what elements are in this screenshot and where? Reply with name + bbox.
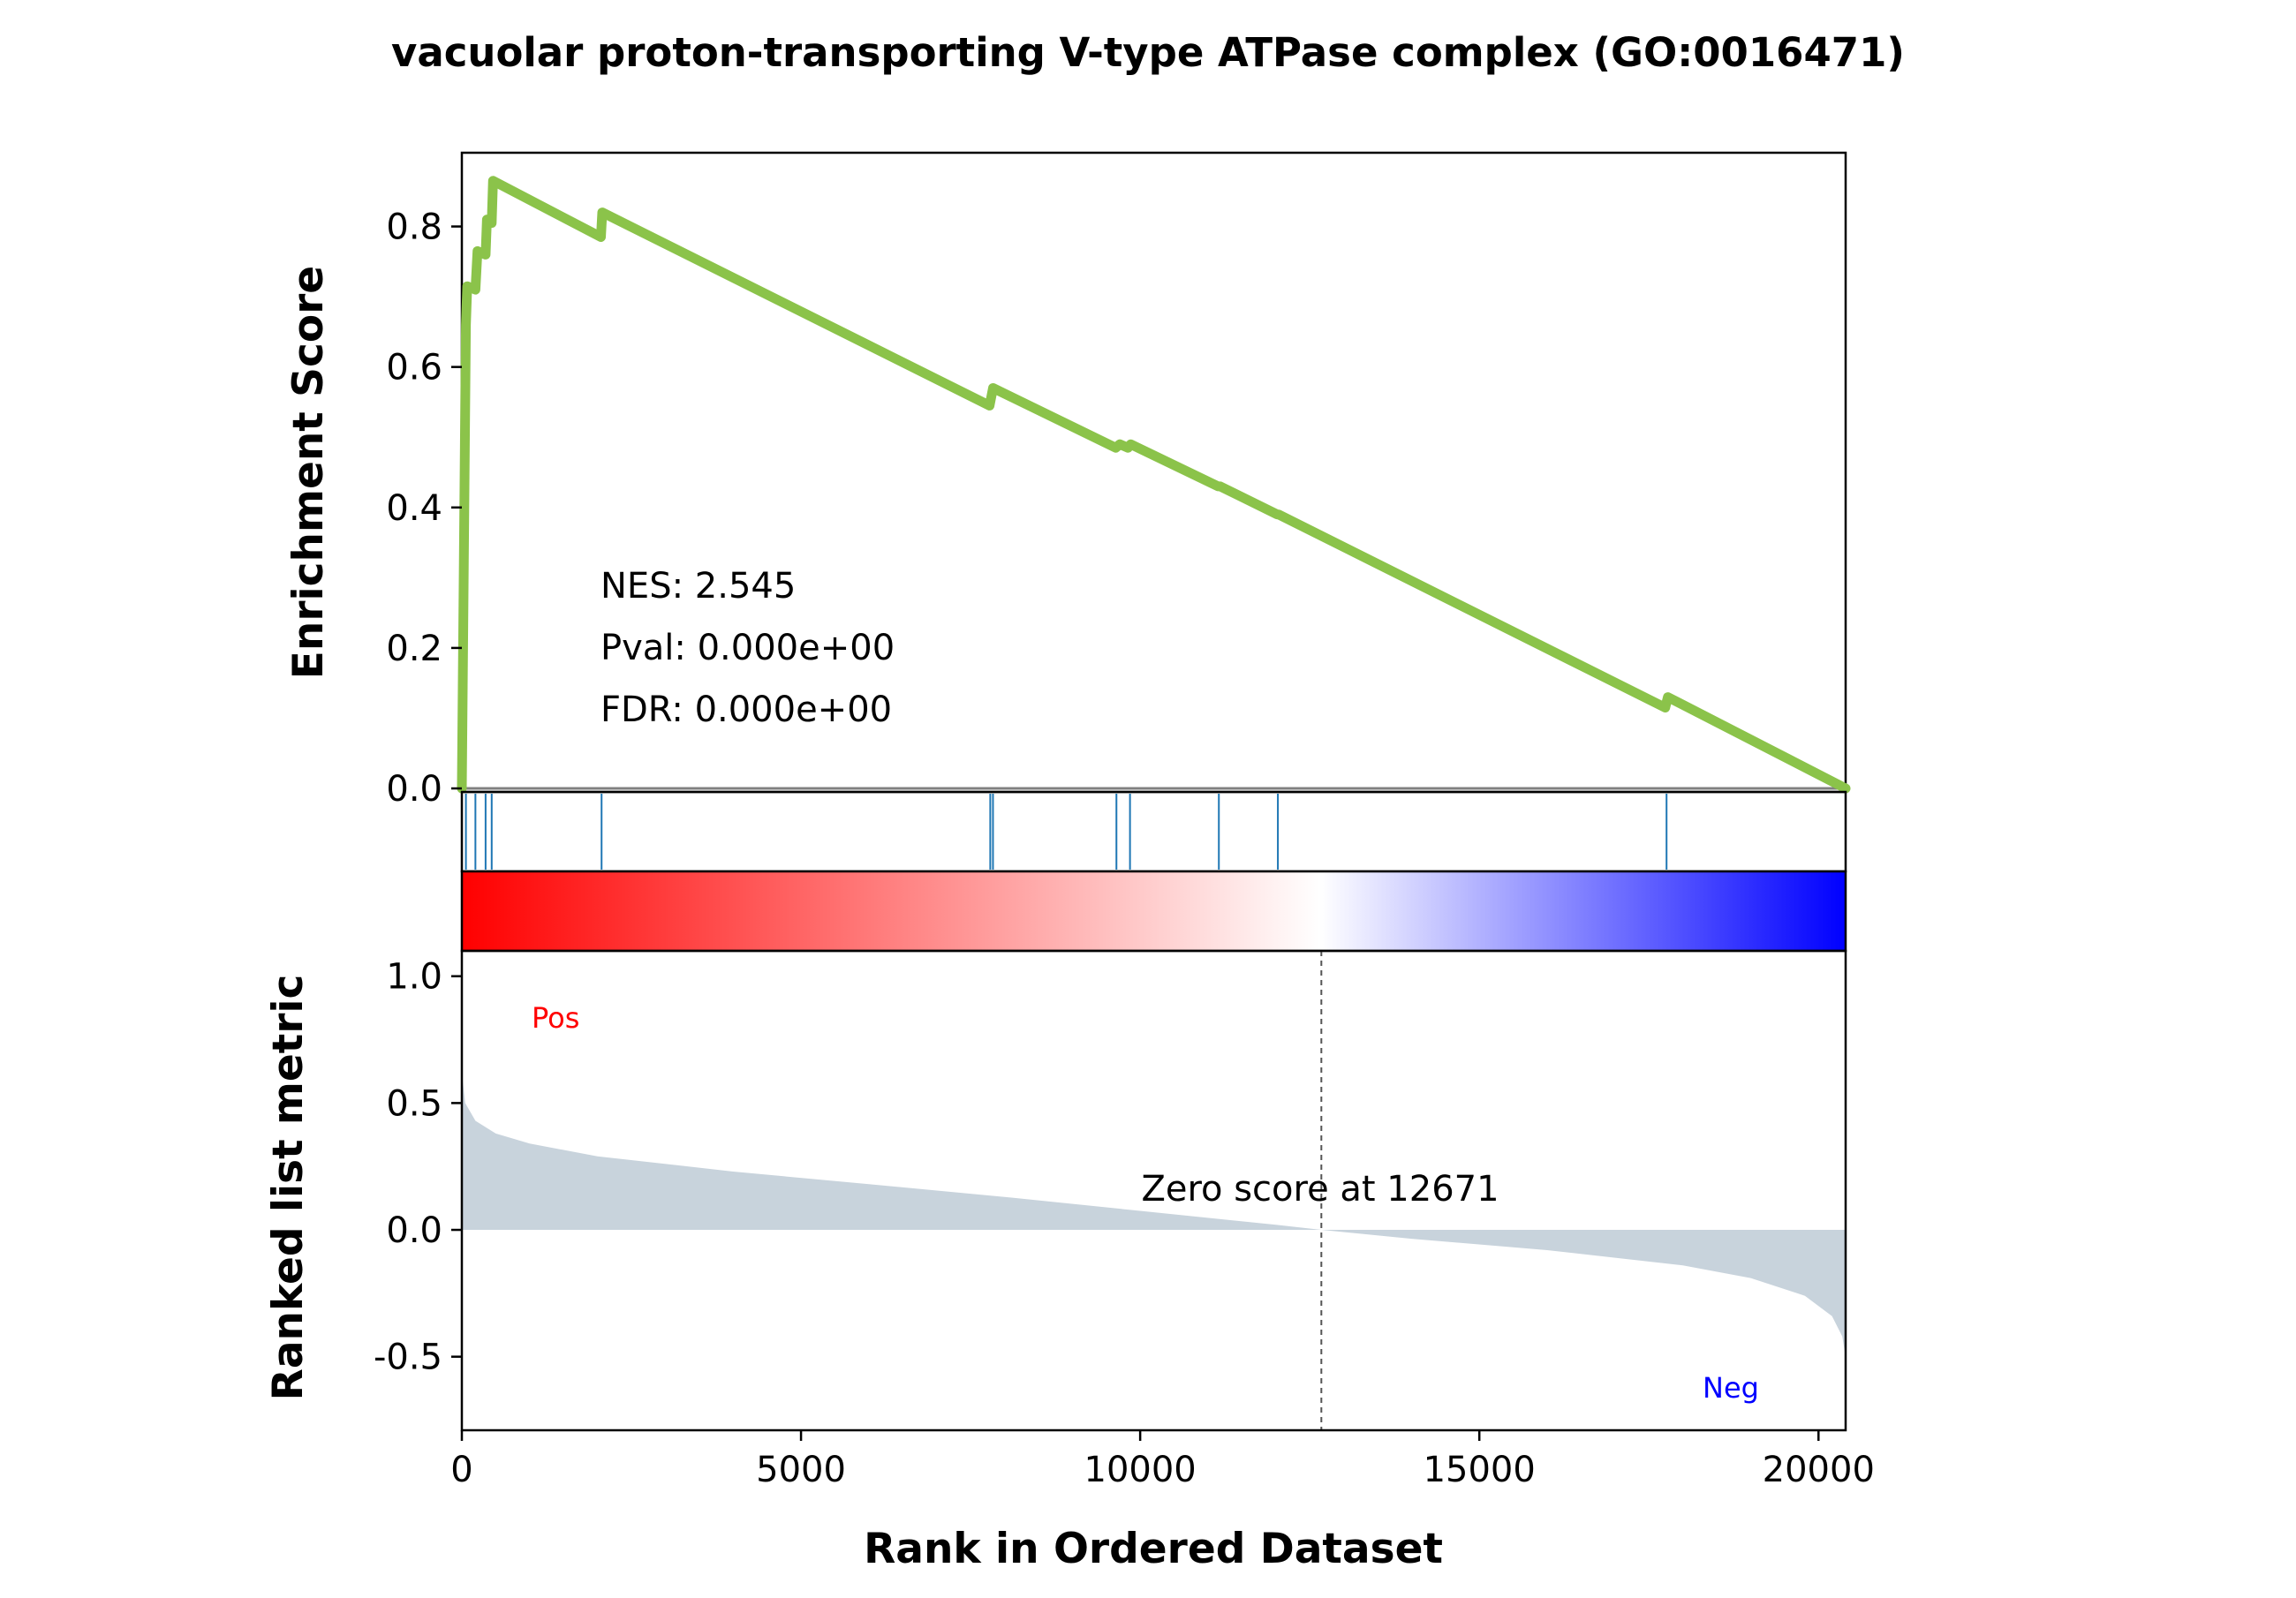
ranked-metric-y-ticks: -0.5 0.0 0.5 1.0 [374, 957, 462, 1378]
enrichment-y-tick-label: 0.4 [386, 488, 442, 529]
x-tick-label: 0 [450, 1450, 472, 1490]
x-tick-label: 15000 [1424, 1450, 1536, 1490]
x-tick-label: 5000 [756, 1450, 846, 1490]
pval-text: Pval: 0.000e+00 [600, 628, 895, 668]
x-axis-label: Rank in Ordered Dataset [864, 1525, 1443, 1573]
zero-score-label: Zero score at 12671 [1141, 1169, 1499, 1210]
ranked-metric-y-tick-label: 0.0 [386, 1210, 442, 1251]
neg-label: Neg [1703, 1371, 1759, 1405]
ranked-metric-area [462, 1072, 1846, 1357]
enrichment-line-group [457, 176, 1851, 794]
pos-label: Pos [532, 1001, 579, 1035]
x-tick-label: 20000 [1763, 1450, 1875, 1490]
enrichment-y-axis-label: Enrichment Score [284, 266, 333, 679]
x-tick-label: 10000 [1084, 1450, 1197, 1490]
ranked-metric-frame [460, 949, 1847, 1432]
nes-text: NES: 2.545 [600, 566, 796, 607]
enrichment-y-tick-label: 0.6 [386, 348, 442, 388]
hits-panel [460, 790, 1847, 873]
fdr-text: FDR: 0.000e+00 [600, 690, 892, 730]
enrichment-y-ticks: 0.0 0.2 0.4 0.6 0.8 [386, 207, 462, 810]
hit-lines-group [464, 794, 1668, 870]
ranked-metric-panel: Zero score at 12671 Pos Neg -0.5 0.0 0.5 1.… [264, 949, 1847, 1432]
enrichment-y-tick-label: 0.8 [386, 207, 442, 248]
enrichment-panel: 0.0 0.2 0.4 0.6 0.8 Enrichment Score NES: 2.… [284, 151, 1851, 810]
ranked-metric-y-axis-label: Ranked list metric [264, 975, 313, 1401]
hits-frame [460, 790, 1847, 873]
enrichment-score-line [457, 176, 1851, 794]
ranked-metric-y-tick-label: -0.5 [374, 1338, 442, 1378]
rank-gradient-bar [460, 870, 1847, 953]
chart-title: vacuolar proton-transporting V-type ATPa… [391, 29, 1905, 76]
x-axis-ticks: 0 5000 10000 15000 20000 [450, 1430, 1875, 1490]
enrichment-y-tick-label: 0.2 [386, 629, 442, 669]
ranked-metric-y-tick-label: 0.5 [386, 1083, 442, 1124]
ranked-metric-y-tick-label: 1.0 [386, 957, 442, 998]
enrichment-y-tick-label: 0.0 [386, 769, 442, 810]
